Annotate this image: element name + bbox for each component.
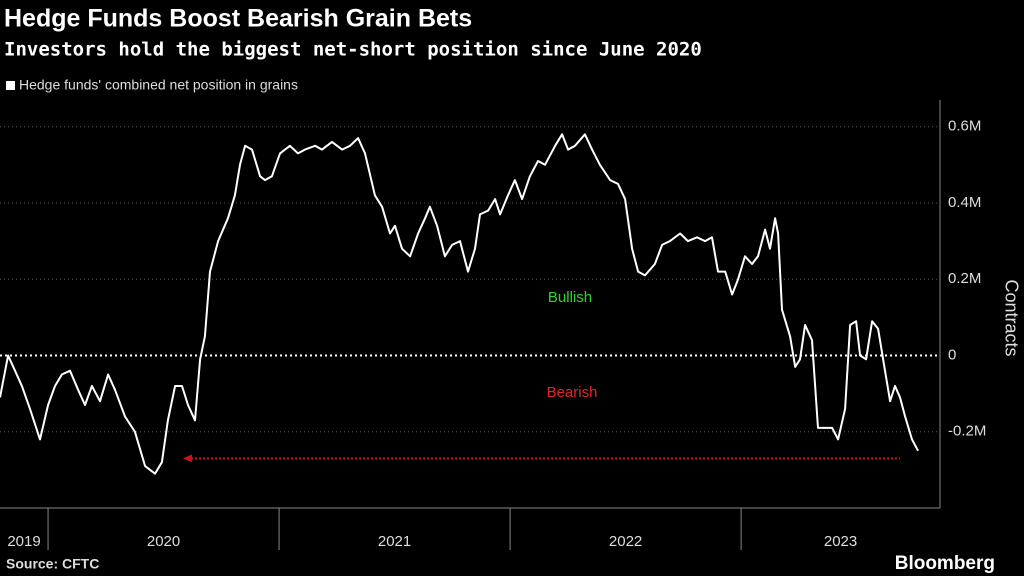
y-axis-label: Contracts: [1001, 279, 1021, 356]
data-line: [0, 133, 919, 475]
legend-swatch: [6, 81, 15, 90]
x-tick-label: 2023: [824, 533, 857, 550]
reference-arrowhead: [182, 454, 192, 463]
source: Source: CFTC: [6, 556, 99, 572]
chart-subtitle: Investors hold the biggest net-short pos…: [4, 39, 702, 61]
y-tick-label: 0.6M: [948, 118, 981, 135]
x-tick-label: 2019: [7, 533, 40, 550]
y-tick-label: 0.4M: [948, 194, 981, 211]
brand: Bloomberg: [895, 553, 995, 574]
x-tick-label: 2020: [147, 533, 180, 550]
y-tick-label: 0: [948, 346, 956, 363]
x-tick-label: 2021: [378, 533, 411, 550]
zone-label: Bearish: [547, 384, 598, 401]
y-tick-label: -0.2M: [948, 423, 986, 440]
zone-label: Bullish: [548, 289, 592, 306]
x-tick-label: 2022: [609, 533, 642, 550]
legend-label: Hedge funds' combined net position in gr…: [19, 77, 298, 93]
y-tick-label: 0.2M: [948, 270, 981, 287]
chart-title: Hedge Funds Boost Bearish Grain Bets: [4, 5, 472, 33]
